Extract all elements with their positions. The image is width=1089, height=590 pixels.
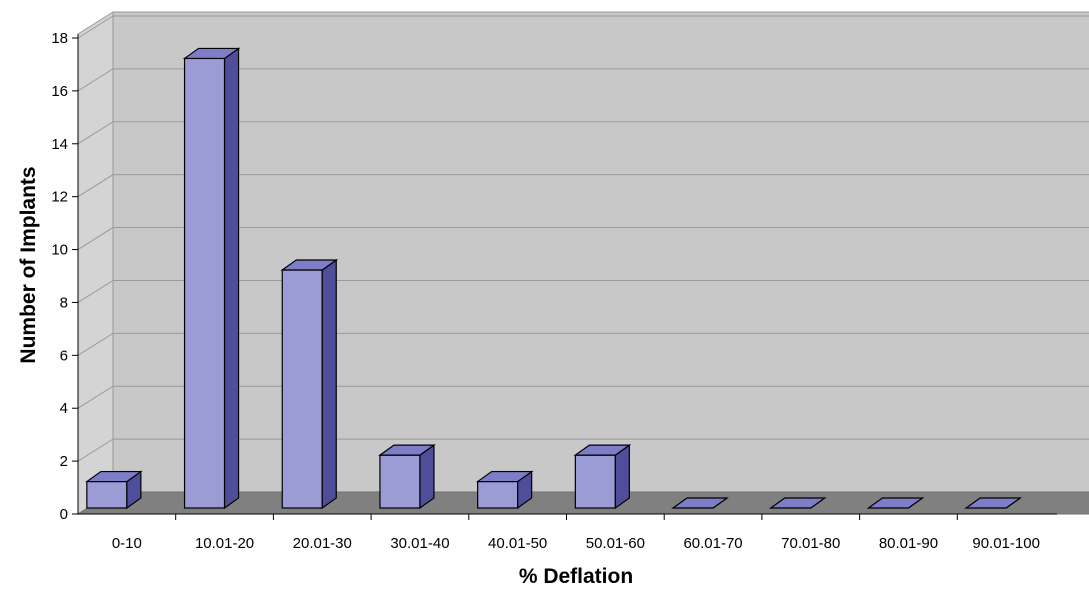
- bar: [573, 443, 632, 510]
- bar-top: [768, 497, 827, 509]
- x-tick-label: 30.01-40: [390, 535, 449, 552]
- x-tick-label: 70.01-80: [781, 535, 840, 552]
- bar-side: [321, 258, 337, 510]
- x-tick-label: 60.01-70: [683, 535, 742, 552]
- bar-front: [183, 57, 226, 509]
- y-tick-label: 8: [60, 294, 68, 311]
- bar: [475, 470, 534, 510]
- y-tick-label: 4: [60, 400, 68, 417]
- gridline: [77, 68, 1089, 92]
- y-tick-label: 14: [51, 136, 68, 153]
- x-tick-labels: 0-10 10.01-20 20.01-30 30.01-40 40.01-50 50.0…: [112, 535, 1040, 552]
- x-tick-label: 50.01-60: [586, 535, 645, 552]
- gridline: [77, 279, 1089, 303]
- x-tick-label: 80.01-90: [879, 535, 938, 552]
- y-tick-label: 10: [51, 242, 68, 259]
- y-axis-label: Number of Implants: [17, 166, 40, 363]
- bar-top: [475, 470, 534, 483]
- y-tick-label: 6: [60, 347, 68, 364]
- bar: [378, 443, 436, 510]
- bar-top: [280, 259, 339, 271]
- y-tick-label: 16: [51, 83, 68, 100]
- y-tick-label: 0: [60, 506, 68, 523]
- gridline: [77, 227, 1089, 250]
- gridline: [77, 121, 1089, 145]
- y-tick-labels: 0 2 4 6 8 10 12 14 16 18: [51, 30, 68, 523]
- bar: [964, 497, 1023, 509]
- bar: [280, 258, 339, 510]
- x-tick-label: 90.01-100: [972, 535, 1040, 552]
- bar-top: [964, 497, 1023, 509]
- bar-top: [866, 497, 925, 509]
- x-axis-label: % Deflation: [519, 565, 633, 588]
- gridline: [77, 385, 1089, 409]
- bar-front: [379, 454, 421, 509]
- x-tick-label: 0-10: [112, 535, 142, 552]
- gridline: [77, 332, 1089, 356]
- bar-front: [574, 454, 616, 509]
- bar: [866, 497, 925, 509]
- gridline: [77, 15, 1089, 39]
- bar-front: [477, 480, 519, 509]
- y-tick-label: 18: [51, 30, 68, 47]
- bar-side: [223, 47, 240, 510]
- bar-top: [573, 444, 632, 456]
- bar-top: [378, 444, 436, 456]
- bar: [182, 47, 241, 510]
- bar-top: [671, 497, 729, 509]
- x-tick-label: 20.01-30: [293, 535, 352, 552]
- gridline: [77, 438, 1089, 462]
- axes: [72, 34, 1057, 520]
- bar: [768, 497, 827, 509]
- bar-front: [281, 269, 323, 509]
- bars: [84, 47, 1023, 510]
- bar: [671, 497, 729, 509]
- gridline: [77, 174, 1089, 198]
- bar: [84, 470, 143, 510]
- y-tick-label: 12: [51, 189, 68, 206]
- x-tick-label: 10.01-20: [195, 535, 254, 552]
- bar-side: [614, 443, 630, 510]
- bar-front: [86, 480, 128, 509]
- bar-top: [84, 470, 143, 483]
- bar-top: [182, 47, 241, 60]
- x-tick-label: 40.01-50: [488, 535, 547, 552]
- back-wall: [112, 11, 1089, 493]
- gridlines: [77, 15, 1089, 462]
- y-tick-label: 2: [60, 453, 68, 470]
- bar-side: [419, 443, 435, 510]
